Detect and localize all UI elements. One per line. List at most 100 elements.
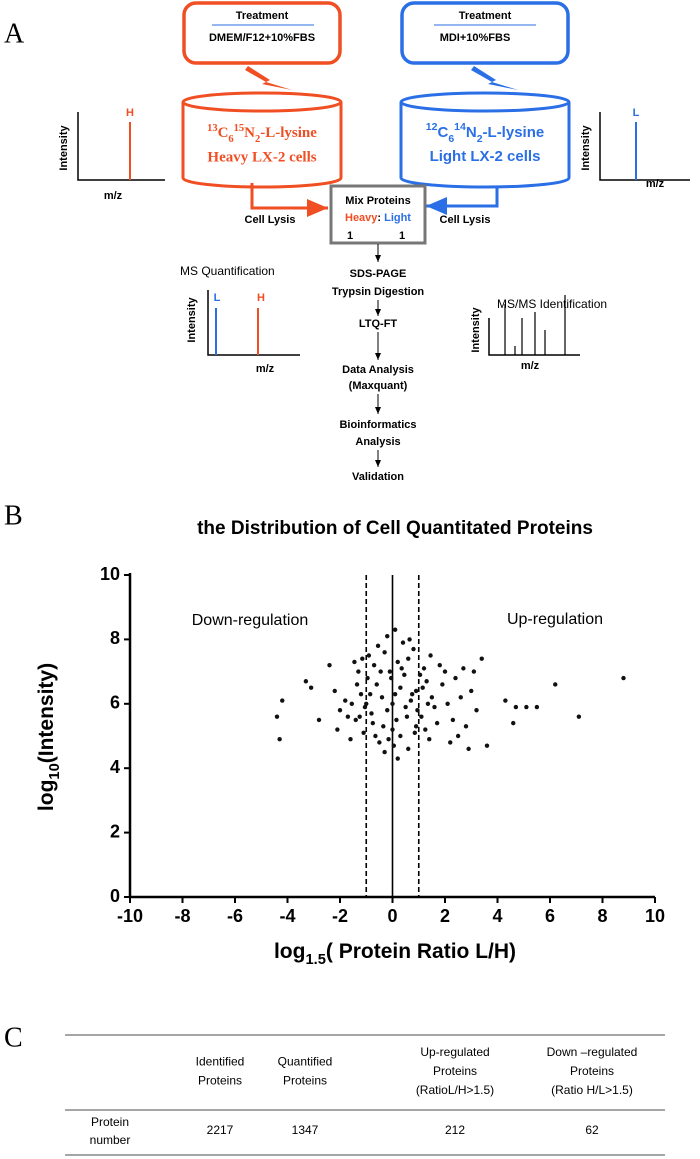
y-tick-label: 4 bbox=[110, 757, 120, 777]
point bbox=[461, 666, 466, 671]
text-segment: -L-lysine bbox=[260, 125, 317, 141]
point bbox=[395, 659, 400, 665]
step: Analysis bbox=[355, 436, 400, 448]
point bbox=[434, 720, 440, 726]
axis-label: m/z bbox=[256, 363, 275, 375]
x-tick-label: -2 bbox=[332, 906, 348, 926]
point bbox=[390, 701, 395, 706]
point bbox=[385, 633, 390, 639]
step: Bioinformatics bbox=[339, 419, 416, 431]
point bbox=[448, 740, 453, 745]
fragment-peaks bbox=[504, 295, 566, 355]
peak-label: H bbox=[257, 292, 265, 304]
point bbox=[365, 675, 370, 681]
point bbox=[357, 714, 362, 719]
point bbox=[343, 698, 348, 703]
y-tick-label: 8 bbox=[110, 628, 120, 648]
mix-box bbox=[329, 184, 427, 245]
point bbox=[370, 720, 376, 726]
separator: : bbox=[377, 212, 381, 224]
peak-label: L bbox=[214, 292, 221, 304]
point bbox=[425, 701, 431, 706]
point bbox=[366, 653, 372, 658]
text-segment: 13 bbox=[207, 123, 218, 134]
annotation: Up-regulation bbox=[507, 611, 603, 628]
treatment-title: Treatment bbox=[459, 10, 512, 22]
point bbox=[466, 746, 471, 752]
point bbox=[412, 730, 418, 735]
point bbox=[402, 672, 407, 678]
point bbox=[407, 637, 412, 642]
heavy: Heavy bbox=[345, 212, 378, 224]
point bbox=[332, 688, 337, 694]
point bbox=[382, 749, 387, 755]
spectrum-axis bbox=[488, 318, 580, 356]
isotope-label: 12C614N2-L-lysine bbox=[426, 121, 544, 145]
text-segment: 2 bbox=[255, 134, 260, 145]
point bbox=[398, 733, 403, 739]
text-segment: C bbox=[218, 125, 229, 141]
text-segment: -L-lysine bbox=[483, 124, 545, 141]
point bbox=[394, 717, 399, 723]
peak-label: L bbox=[633, 107, 640, 119]
cylinder-top bbox=[399, 91, 571, 113]
point bbox=[403, 704, 408, 710]
column-header: Proteins bbox=[198, 1074, 242, 1088]
text-segment: 15 bbox=[234, 123, 245, 134]
point bbox=[316, 717, 322, 723]
point bbox=[417, 672, 423, 678]
point bbox=[415, 708, 420, 713]
point bbox=[378, 669, 383, 674]
point bbox=[398, 685, 403, 690]
y-tick-label: 0 bbox=[110, 886, 120, 906]
treatment-medium: MDI+10%FBS bbox=[440, 32, 511, 44]
point bbox=[484, 743, 490, 748]
isotope-label: 13C615N2-L-lysine bbox=[207, 123, 317, 145]
point bbox=[308, 685, 314, 690]
point bbox=[442, 669, 448, 674]
y-tick-label: 10 bbox=[100, 564, 120, 584]
point bbox=[458, 695, 463, 700]
point bbox=[409, 691, 415, 697]
text-segment: C bbox=[437, 124, 448, 141]
point bbox=[524, 704, 529, 710]
point bbox=[349, 701, 355, 706]
column-header: Proteins bbox=[570, 1064, 614, 1078]
table-cell: 1347 bbox=[292, 1123, 319, 1137]
point bbox=[362, 704, 368, 710]
step: SDS-PAGE bbox=[350, 268, 407, 280]
column-header: Proteins bbox=[283, 1074, 327, 1088]
point bbox=[360, 656, 365, 661]
cylinder bbox=[181, 102, 343, 189]
cylinder-top bbox=[181, 91, 343, 113]
x-tick-label: -10 bbox=[117, 906, 143, 926]
point bbox=[406, 656, 411, 661]
point bbox=[406, 746, 411, 752]
cylinder bbox=[399, 102, 571, 189]
spectrum-axis bbox=[207, 290, 300, 356]
point bbox=[386, 737, 391, 742]
point bbox=[421, 666, 427, 671]
panel-label: A bbox=[4, 18, 25, 49]
x-tick-label: 10 bbox=[645, 906, 665, 926]
point bbox=[534, 704, 540, 710]
chart-title: the Distribution of Cell Quantitated Pro… bbox=[197, 518, 593, 539]
treatment-title: Treatment bbox=[236, 10, 289, 22]
plot-area: -10 -8 -6 -4 -2 0 2 4 6 8 10 0 2 4 6 8 10 bbox=[100, 564, 665, 926]
treatment-box bbox=[182, 1, 342, 65]
point bbox=[361, 730, 366, 735]
treatment-box bbox=[400, 1, 570, 65]
point bbox=[427, 737, 432, 742]
point bbox=[390, 727, 395, 732]
x-tick-label: 8 bbox=[597, 906, 607, 926]
point bbox=[455, 733, 461, 739]
point bbox=[576, 714, 582, 719]
step: LTQ-FT bbox=[359, 318, 398, 330]
panel-label: C bbox=[4, 1022, 23, 1053]
point bbox=[392, 627, 398, 632]
axis-label: m/z bbox=[646, 178, 665, 190]
text-segment: 6 bbox=[448, 133, 454, 145]
step: (Maxquant) bbox=[349, 380, 408, 392]
text-segment: log bbox=[35, 780, 58, 812]
step: Validation bbox=[352, 471, 404, 483]
